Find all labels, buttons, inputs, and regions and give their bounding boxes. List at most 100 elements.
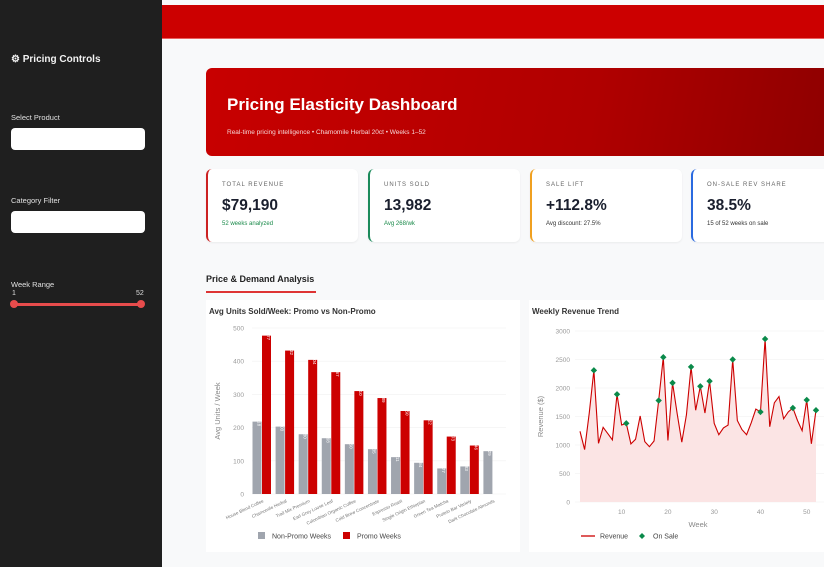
bar-value-label: 150	[349, 441, 354, 449]
line-chart-title: Weekly Revenue Trend	[532, 307, 619, 316]
kpi-card-sale-lift: SALE LIFT +112.8% Avg discount: 27.5%	[530, 169, 682, 242]
week-range-max: 52	[136, 290, 144, 297]
bar-promo	[308, 359, 318, 494]
x-tick-label: 50	[803, 509, 811, 516]
bar-chart: 0 100 200 300 400 500 Avg Units / Week 218 477 Ho…	[213, 326, 506, 541]
week-range-thumb-start[interactable]	[10, 300, 18, 308]
bar-promo	[377, 398, 387, 494]
y-tick-label: 200	[233, 425, 244, 432]
kpi-label: SALE LIFT	[546, 182, 585, 188]
week-range-thumb-end[interactable]	[137, 300, 145, 308]
dashboard-subtitle: Real-time pricing intelligence • Chamomi…	[227, 129, 426, 136]
category-filter-input[interactable]	[11, 211, 145, 233]
bar-value-label: 218	[256, 419, 261, 427]
bar-promo	[423, 420, 433, 494]
kpi-value: +112.8%	[546, 197, 607, 214]
x-tick-label: 10	[618, 509, 626, 516]
on-sale-marker	[812, 407, 820, 414]
kpi-note: Avg 268/wk	[384, 221, 415, 227]
bar-value-label: 173	[450, 434, 455, 442]
kpi-card-total-revenue: TOTAL REVENUE $79,190 52 weeks analyzed	[206, 169, 358, 242]
week-range-slider-track[interactable]	[14, 303, 141, 306]
y-axis-label: Avg Units / Week	[213, 382, 222, 439]
week-range-label: Week Range	[11, 280, 55, 289]
on-sale-marker	[729, 356, 736, 363]
bar-value-label: 310	[358, 388, 363, 396]
bar-promo	[400, 411, 410, 494]
legend-label-revenue: Revenue	[600, 534, 628, 541]
bar-non-promo	[344, 444, 354, 494]
kpi-value: 38.5%	[707, 197, 751, 214]
kpi-note: Avg discount: 27.5%	[546, 221, 601, 227]
section-title: Price & Demand Analysis	[206, 274, 315, 284]
select-product-input[interactable]	[11, 128, 145, 150]
section-underline	[206, 291, 316, 293]
on-sale-marker	[590, 367, 598, 374]
legend-swatch-promo	[343, 532, 350, 539]
on-sale-marker	[761, 335, 769, 343]
legend-label-on-sale: On Sale	[653, 534, 678, 541]
bar-value-label: 180	[302, 431, 307, 439]
y-axis-label: Revenue ($)	[536, 395, 545, 437]
bar-promo	[354, 391, 364, 494]
bar-chart-title: Avg Units Sold/Week: Promo vs Non-Promo	[209, 307, 376, 316]
line-chart: 0 500 1000 1500 2000 2500 3000 10 20 30 40 50 Week Re…	[536, 329, 824, 541]
line-chart-card: Weekly Revenue Trend 0 500 1000 1500 2000 250…	[529, 300, 824, 552]
bar-promo	[469, 445, 479, 494]
bar-non-promo	[275, 426, 285, 494]
bar-non-promo	[414, 462, 424, 494]
bar-promo	[262, 335, 271, 494]
bar-value-label: 168	[326, 435, 331, 443]
top-header-bar	[162, 5, 824, 39]
bar-value-label: 135	[372, 446, 377, 454]
on-sale-marker	[669, 379, 676, 387]
y-tick-label: 0	[240, 492, 244, 499]
y-tick-label: 400	[233, 359, 244, 366]
header-divider	[162, 38, 824, 39]
y-tick-label: 2000	[556, 386, 571, 393]
legend-label-non-promo: Non-Promo Weeks	[272, 534, 332, 541]
on-sale-marker	[697, 383, 704, 390]
kpi-value: $79,190	[222, 197, 279, 214]
bar-non-promo	[298, 434, 308, 494]
x-tick-label: House Blend Coffee	[225, 498, 265, 520]
bar-promo	[446, 436, 456, 494]
legend-swatch-non-promo	[258, 532, 265, 539]
bar-value-label: 477	[266, 333, 271, 341]
bar-non-promo	[460, 466, 470, 494]
on-sale-marker	[757, 408, 764, 416]
y-tick-label: 500	[233, 326, 244, 333]
bar-promo	[331, 372, 341, 494]
on-sale-marker	[706, 377, 713, 385]
on-sale-marker	[687, 363, 695, 371]
bar-value-label: 222	[427, 417, 432, 425]
dashboard-title: Pricing Elasticity Dashboard	[227, 95, 458, 114]
bar-value-label: 432	[289, 348, 294, 356]
bar-non-promo	[483, 451, 493, 494]
bar-value-label: 146	[474, 443, 479, 451]
kpi-card-units-sold: UNITS SOLD 13,982 Avg 268/wk	[368, 169, 520, 242]
y-tick-label: 1000	[556, 443, 571, 450]
bar-value-label: 404	[312, 357, 317, 365]
revenue-line	[579, 338, 817, 450]
x-tick-label: 40	[757, 509, 765, 516]
y-tick-label: 500	[559, 471, 570, 478]
bar-promo	[285, 350, 295, 494]
bar-non-promo	[367, 449, 377, 494]
bar-value-label: 111	[395, 455, 400, 462]
y-tick-label: 3000	[556, 329, 571, 336]
kpi-value: 13,982	[384, 197, 432, 214]
on-sale-marker	[660, 354, 667, 361]
x-axis-label: Week	[688, 520, 707, 529]
bar-non-promo	[321, 438, 331, 494]
bar-value-label: 83	[464, 466, 469, 472]
bar-value-label: 250	[404, 408, 409, 416]
kpi-card-on-sale-rev-share: ON-SALE REV SHARE 38.5% 15 of 52 weeks o…	[691, 169, 824, 242]
kpi-label: TOTAL REVENUE	[222, 182, 285, 188]
x-tick-label: 30	[711, 509, 719, 516]
sidebar-title: ⚙ Pricing Controls	[11, 54, 101, 65]
kpi-label: UNITS SOLD	[384, 182, 431, 188]
y-tick-label: 2500	[556, 357, 571, 364]
kpi-note: 52 weeks analyzed	[222, 221, 274, 227]
bar-value-label: 367	[335, 369, 340, 377]
